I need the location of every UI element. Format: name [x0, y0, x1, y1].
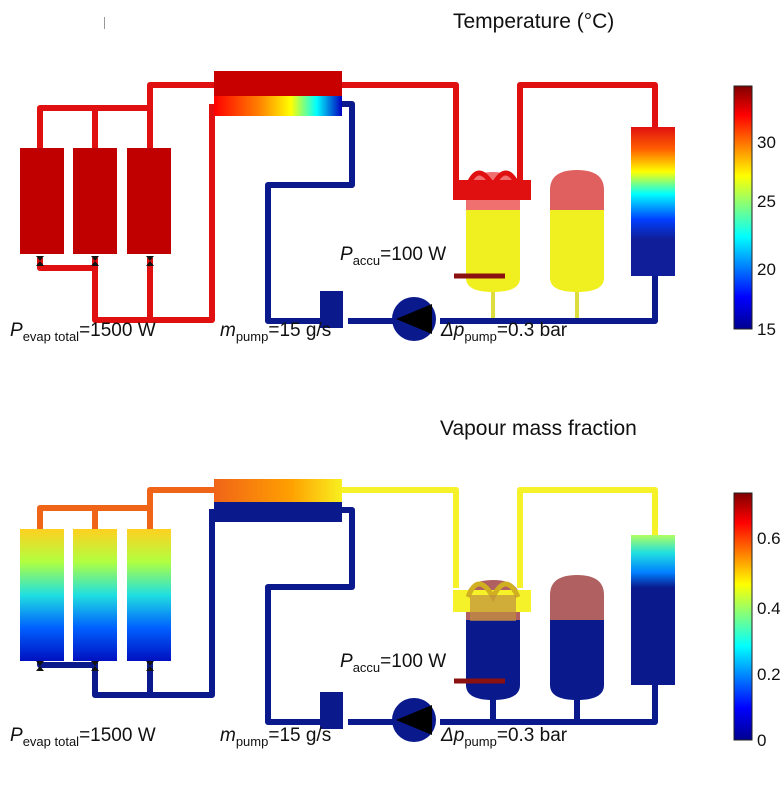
condenser [631, 127, 675, 276]
accumulator-2 [550, 575, 604, 700]
stray-tick [104, 17, 105, 29]
pump [392, 698, 436, 742]
temperature-colorbar [733, 85, 753, 330]
temperature-panel: Temperature (°C) Pevap total=1500 W mpum… [0, 0, 782, 394]
colorbar-tick: 30 [757, 133, 776, 152]
colorbar-tick: 15 [757, 320, 776, 339]
filter-block [320, 291, 343, 328]
accumulator-1 [453, 580, 531, 700]
vapour-fraction-diagram [20, 479, 753, 742]
evaporator-valves [36, 256, 154, 266]
heat-exchanger [214, 479, 342, 522]
colorbar-tick: 0.6 [757, 529, 781, 548]
evaporator-3 [127, 529, 171, 661]
accumulator-2 [550, 170, 604, 292]
panel-title: Temperature (°C) [453, 10, 615, 33]
accu-power-label: Paccu=100 W [340, 651, 447, 675]
colorbar-tick: 0 [757, 731, 767, 750]
evaporator-1 [20, 148, 64, 254]
colorbar-tick: 0.2 [757, 665, 781, 684]
colorbar-tick: 0.4 [757, 599, 781, 618]
colorbar-tick: 20 [757, 260, 776, 279]
vapour-colorbar [733, 492, 753, 741]
evaporator-2 [73, 148, 117, 254]
condenser [631, 535, 675, 685]
temperature-diagram [20, 71, 753, 341]
filter-block [320, 692, 343, 729]
evaporators [20, 148, 171, 254]
evap-power-label: Pevap total=1500 W [10, 725, 156, 749]
evaporator-valves [36, 661, 154, 671]
hot-pipes [37, 82, 658, 323]
evaporators [20, 529, 171, 661]
vapour-pipes [37, 487, 215, 530]
pump [392, 297, 436, 341]
cold-pipes [265, 101, 658, 324]
pump-pressure-label: Δppump=0.3 bar [441, 320, 568, 344]
evaporator-2 [73, 529, 117, 661]
evaporator-3 [127, 148, 171, 254]
accu-power-label: Paccu=100 W [340, 244, 447, 268]
panel-title: Vapour mass fraction [440, 417, 637, 440]
vapour-fraction-panel: Vapour mass fraction Pevap total=1500 W … [0, 395, 782, 789]
pump-mass-flow-label: mpump=15 g/s [220, 725, 332, 749]
heat-exchanger [214, 71, 342, 116]
accumulator-1 [453, 170, 531, 292]
pump-mass-flow-label: mpump=15 g/s [220, 320, 332, 344]
colorbar-tick: 25 [757, 192, 776, 211]
pump-pressure-label: Δppump=0.3 bar [441, 725, 568, 749]
evap-power-label: Pevap total=1500 W [10, 320, 156, 344]
evaporator-1 [20, 529, 64, 661]
